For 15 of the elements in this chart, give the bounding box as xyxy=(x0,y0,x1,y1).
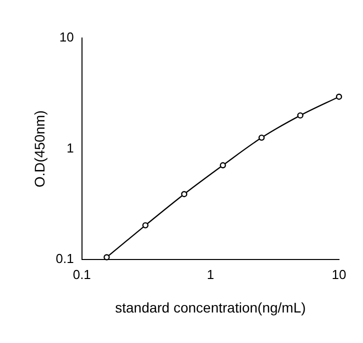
point xyxy=(142,222,149,228)
y-axis-title: O.D(450nm) xyxy=(31,110,48,188)
x-tick-label: 10 xyxy=(332,266,346,282)
y-tick-label: 1 xyxy=(66,140,74,156)
point xyxy=(181,191,188,198)
y-tick-label: 10 xyxy=(59,30,74,45)
point xyxy=(104,254,110,260)
y-tick-label: 0.1 xyxy=(56,251,74,266)
point xyxy=(220,162,226,168)
point xyxy=(258,134,265,141)
x-tick-label: 0.1 xyxy=(72,266,91,282)
point xyxy=(297,112,304,119)
point xyxy=(336,94,342,100)
x-tick-label: 1 xyxy=(206,266,214,282)
x-axis-title: standard concentration(ng/mL) xyxy=(115,299,306,316)
